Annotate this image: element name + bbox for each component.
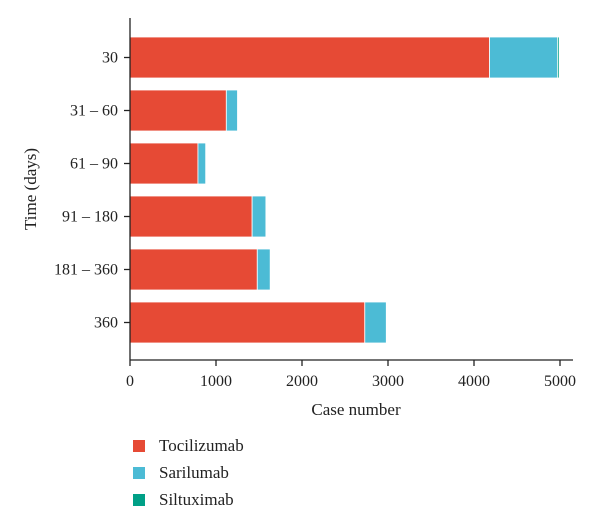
y-axis-title: Time (days) xyxy=(21,148,40,230)
x-tick-label-5: 5000 xyxy=(544,373,576,390)
bar-sarilumab-1 xyxy=(225,89,238,132)
legend-label-siltuximab: Siltuximab xyxy=(159,490,234,509)
legend-swatch-sarilumab xyxy=(133,467,145,479)
y-tick-label-0: 30 xyxy=(102,50,118,67)
bar-tocilizumab-1 xyxy=(129,89,227,132)
bar-siltuximab-0 xyxy=(557,36,560,79)
bar-tocilizumab-4 xyxy=(129,248,258,291)
bar-tocilizumab-3 xyxy=(129,195,253,238)
bar-sarilumab-3 xyxy=(251,195,267,238)
y-tick-label-4: 181 – 360 xyxy=(54,262,118,279)
y-tick-label-1: 31 – 60 xyxy=(70,103,118,120)
y-tick-label-2: 61 – 90 xyxy=(70,156,118,173)
x-tick-label-1: 1000 xyxy=(200,373,232,390)
bar-tocilizumab-0 xyxy=(129,36,490,79)
bar-tocilizumab-2 xyxy=(129,142,199,185)
bar-sarilumab-5 xyxy=(364,301,387,344)
x-tick-label-3: 3000 xyxy=(372,373,404,390)
y-tick-label-5: 360 xyxy=(94,315,118,332)
x-tick-label-2: 2000 xyxy=(286,373,318,390)
bars-group xyxy=(129,36,560,344)
legend-label-sarilumab: Sarilumab xyxy=(159,463,229,482)
bar-sarilumab-2 xyxy=(197,142,207,185)
legend-swatch-tocilizumab xyxy=(133,440,145,452)
bar-sarilumab-0 xyxy=(489,36,558,79)
x-ticks-group: 0 1000 2000 3000 4000 5000 xyxy=(126,360,576,390)
x-tick-label-0: 0 xyxy=(126,373,134,390)
bar-tocilizumab-5 xyxy=(129,301,366,344)
x-axis-title: Case number xyxy=(311,400,401,419)
y-tick-label-3: 91 – 180 xyxy=(62,209,118,226)
bar-sarilumab-4 xyxy=(256,248,271,291)
legend-swatch-siltuximab xyxy=(133,494,145,506)
legend-label-tocilizumab: Tocilizumab xyxy=(159,436,244,455)
y-ticks-group: 30 31 – 60 61 – 90 91 – 180 181 – 360 360 xyxy=(54,50,130,332)
x-tick-label-4: 4000 xyxy=(458,373,490,390)
legend: Tocilizumab Sarilumab Siltuximab xyxy=(133,436,244,509)
